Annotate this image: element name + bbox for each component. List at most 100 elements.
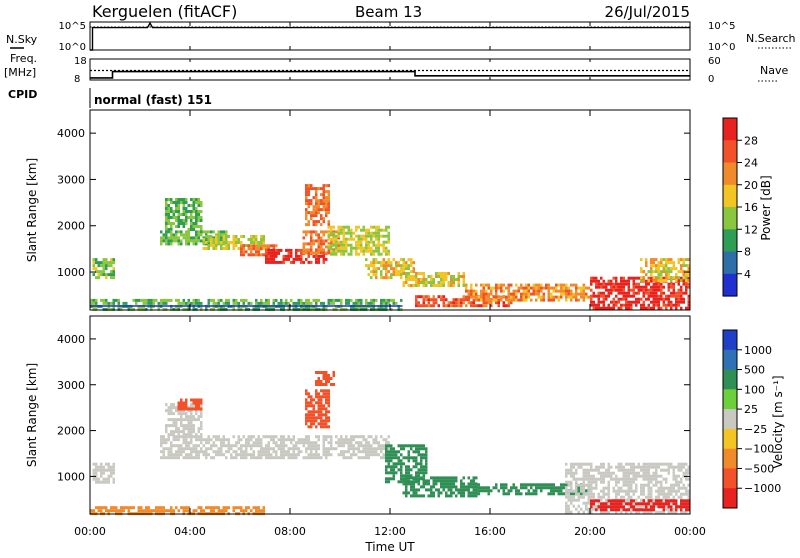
velocity-cell [197,398,200,402]
power-cell [347,298,350,302]
power-cell [195,198,198,201]
power-cell [365,228,368,232]
power-cell [625,279,628,283]
velocity-cell [192,403,195,407]
power-cell [287,301,290,305]
velocity-cell [380,450,383,454]
velocity-cell [635,510,638,514]
power-cell [632,288,635,292]
velocity-cell [600,474,603,478]
power-cell [465,298,468,302]
velocity-cell [312,398,315,402]
power-cell [512,292,515,296]
power-cell [227,235,230,238]
power-cell [95,276,98,280]
power-cell [347,237,350,241]
velocity-cell [315,450,318,454]
velocity-cell [622,468,625,472]
velocity-cell [682,483,685,487]
velocity-cell [465,485,468,489]
power-cell [687,294,690,298]
velocity-cell [607,510,610,514]
velocity-cell [315,380,318,383]
velocity-cell [592,507,595,511]
velocity-cell [197,415,200,419]
power-cell [352,301,355,305]
power-cell [650,264,653,268]
power-cell [307,190,310,194]
velocity-cell [190,418,193,422]
velocity-cell [415,456,418,460]
power-cell [660,282,663,286]
power-cell [400,267,403,271]
power-cell [317,205,320,209]
power-cell [335,240,338,244]
power-cell [150,307,153,311]
power-cell [575,292,578,296]
power-cell [350,243,353,247]
power-cell [372,307,375,311]
velocity-cell [185,401,188,405]
power-cell [580,286,583,290]
power-cell [647,270,650,274]
velocity-cell [575,471,578,475]
power-cell [500,286,503,290]
power-cell [550,292,553,296]
velocity-cell [230,453,233,457]
velocity-cell [630,462,633,466]
power-cell [677,258,680,262]
power-cell [660,291,663,295]
power-cell [315,230,318,234]
power-cell [660,297,663,301]
power-cell [647,294,650,298]
velocity-cell [642,483,645,487]
velocity-cell [405,444,408,448]
power-cell [180,242,183,246]
velocity-cell [170,509,173,513]
power-cell [380,276,383,280]
power-cell [272,251,275,255]
velocity-cell [402,474,405,478]
power-cell [130,307,133,311]
power-cell [290,248,293,252]
power-cell [527,283,530,287]
velocity-cell [187,433,190,437]
power-cell [387,231,390,235]
velocity-cell [455,494,458,498]
velocity-cell [327,377,330,380]
velocity-cell [515,486,518,490]
power-cell [327,196,330,200]
power-cell [370,246,373,250]
velocity-cell [642,510,645,514]
power-cell [235,244,238,247]
power-cell [307,301,310,305]
velocity-cell [212,506,215,510]
velocity-cell [587,486,590,490]
power-cell [480,304,483,308]
power-cell [325,184,328,188]
power-cell [315,301,318,305]
velocity-cell [585,492,588,496]
velocity-cell [475,476,478,480]
velocity-cell [657,502,660,506]
power-cell [535,289,538,293]
power-cell [100,273,103,277]
velocity-cell [165,424,168,428]
power-cell [195,225,198,228]
power-cell [555,289,558,293]
power-cell [425,278,428,281]
power-cell [305,217,308,221]
power-cell [240,241,243,244]
power-cell [567,295,570,299]
velocity-cell [385,447,388,451]
power-cell [437,295,440,299]
velocity-cell [420,476,423,480]
velocity-cell [590,489,593,493]
power-cell [272,298,275,302]
velocity-cell [615,508,618,512]
velocity-cell [645,471,648,475]
velocity-cell [417,468,420,472]
power-cell [257,307,260,311]
velocity-cell [310,404,313,408]
velocity-cell [642,486,645,490]
